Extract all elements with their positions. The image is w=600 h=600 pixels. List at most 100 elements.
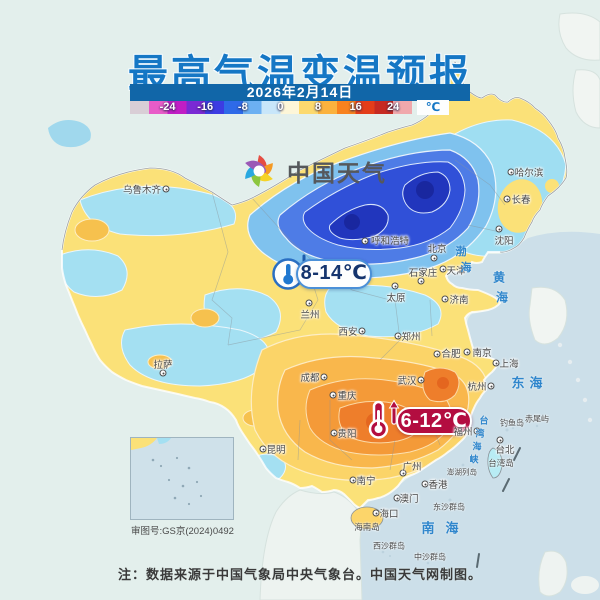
city-label: 南京 xyxy=(472,348,492,359)
city-marker-南宁 xyxy=(349,476,357,484)
source-note: 注：数据来源于中国气象局中央气象台。中国天气网制图。 xyxy=(117,567,482,582)
sea-label-台湾海峡: 台 xyxy=(479,415,489,426)
indochina-landmass xyxy=(259,489,363,600)
island-label-钓鱼岛: 钓鱼岛 xyxy=(500,418,524,428)
city-label: 南宁 xyxy=(356,476,376,487)
city-label: 贵阳 xyxy=(337,429,357,440)
colorbar-tick: 0 xyxy=(277,101,284,113)
city-marker-济南 xyxy=(441,295,449,303)
city-label: 长春 xyxy=(511,195,531,206)
city-marker-广州 xyxy=(399,469,407,477)
lake-balkhash xyxy=(48,120,91,148)
city-label: 沈阳 xyxy=(494,236,514,247)
city-label: 成都 xyxy=(300,373,320,384)
city-label: 上海 xyxy=(499,359,519,370)
city-label: 天津 xyxy=(446,266,466,277)
japan-islands xyxy=(558,12,600,61)
city-marker-香港 xyxy=(421,480,429,488)
sea-label-南海: 海 xyxy=(445,520,459,536)
city-label: 哈尔滨 xyxy=(514,168,544,179)
city-label: 北京 xyxy=(427,244,447,255)
cooling-range-badge: 8-14℃ xyxy=(296,259,372,289)
island-label-中沙群岛: 中沙群岛 xyxy=(414,552,446,562)
sea-label-东海: 东 xyxy=(511,375,525,391)
map-approval-number: 审图号:GS京(2024)0492 xyxy=(131,526,234,537)
city-label: 澳门 xyxy=(399,494,419,505)
city-marker-合肥 xyxy=(433,350,441,358)
colorbar-tick: 24 xyxy=(387,101,400,113)
logo-pinwheel-icon xyxy=(245,155,273,187)
date-banner: 2026年2月14日 xyxy=(130,84,470,101)
city-marker-哈尔滨 xyxy=(507,168,515,176)
city-marker-拉萨 xyxy=(159,369,167,377)
logo-text: 中国天气 xyxy=(287,160,387,186)
china-weather-logo: 中国天气 xyxy=(240,152,387,190)
city-label: 香港 xyxy=(428,480,448,491)
city-marker-石家庄 xyxy=(417,277,425,285)
island-label-西沙群岛: 西沙群岛 xyxy=(373,541,405,551)
city-marker-长春 xyxy=(503,195,511,203)
philippines-islands xyxy=(538,550,568,597)
city-label: 呼和浩特 xyxy=(370,236,410,247)
city-label: 福州 xyxy=(453,427,473,438)
sea xyxy=(259,12,600,600)
sea-label-南海: 南 xyxy=(421,520,435,536)
korea-landmass xyxy=(528,286,568,345)
city-label: 海口 xyxy=(379,509,399,520)
city-marker-呼和浩特 xyxy=(361,237,369,245)
sea-label-东海: 海 xyxy=(529,375,543,391)
city-marker-郑州 xyxy=(394,332,402,340)
city-marker-南京 xyxy=(463,348,471,356)
colorbar-tick: 8 xyxy=(314,101,322,113)
city-label: 乌鲁木齐 xyxy=(122,185,162,196)
city-marker-兰州 xyxy=(305,299,313,307)
city-marker-武汉 xyxy=(417,376,425,384)
city-marker-贵阳 xyxy=(330,429,338,437)
island-dots xyxy=(381,424,539,565)
taiwan-island xyxy=(487,447,503,479)
city-marker-上海 xyxy=(492,359,500,367)
city-marker-西安 xyxy=(358,327,366,335)
city-marker-乌鲁木齐 xyxy=(162,185,170,193)
city-marker-澳门 xyxy=(393,494,401,502)
city-label: 兰州 xyxy=(300,310,320,321)
island-label-澎湖列岛: 澎湖列岛 xyxy=(447,467,477,477)
city-label: 合肥 xyxy=(441,349,461,360)
sea-label-黄海: 海 xyxy=(495,290,509,305)
city-marker-福州 xyxy=(473,427,481,435)
temperature-colorbar: -24 -16 -8 0 8 16 24 xyxy=(130,101,412,114)
city-label: 拉萨 xyxy=(153,360,173,371)
sea-label-台湾海峡: 海 xyxy=(472,441,482,452)
city-label: 广州 xyxy=(402,462,422,473)
city-label: 西安 xyxy=(338,327,358,338)
city-marker-重庆 xyxy=(329,391,337,399)
sea-label-渤海: 海 xyxy=(460,262,472,274)
city-marker-海口 xyxy=(372,509,380,517)
sea-label-黄海: 黄 xyxy=(492,270,506,285)
city-label: 昆明 xyxy=(266,445,286,456)
city-label: 杭州 xyxy=(467,382,487,393)
colorbar-tick: -8 xyxy=(237,101,248,113)
city-label: 济南 xyxy=(449,295,469,306)
city-marker-台北 xyxy=(496,436,504,444)
city-marker-杭州 xyxy=(487,382,495,390)
city-label: 重庆 xyxy=(337,391,357,402)
city-marker-成都 xyxy=(320,373,328,381)
island-label-赤尾屿: 赤尾屿 xyxy=(525,414,549,424)
city-marker-沈阳 xyxy=(495,225,503,233)
city-label: 台北 xyxy=(495,445,515,456)
city-label: 武汉 xyxy=(397,376,417,387)
warming-range-badge: 6-12℃ xyxy=(396,407,472,435)
sea-label-台湾海峡: 湾 xyxy=(475,428,485,439)
city-marker-昆明 xyxy=(259,445,267,453)
colorbar-tick: -16 xyxy=(197,101,214,113)
sea-label-渤海: 渤 xyxy=(455,246,467,258)
south-china-sea-inset xyxy=(130,437,234,520)
colorbar-tick: 16 xyxy=(349,101,362,113)
island-label-台湾岛: 台湾岛 xyxy=(488,458,514,468)
sea-label-台湾海峡: 峡 xyxy=(469,454,479,465)
thermometer-up-icon xyxy=(368,399,400,439)
island-label-海南岛: 海南岛 xyxy=(354,522,380,532)
boundary-dashes xyxy=(476,447,521,568)
